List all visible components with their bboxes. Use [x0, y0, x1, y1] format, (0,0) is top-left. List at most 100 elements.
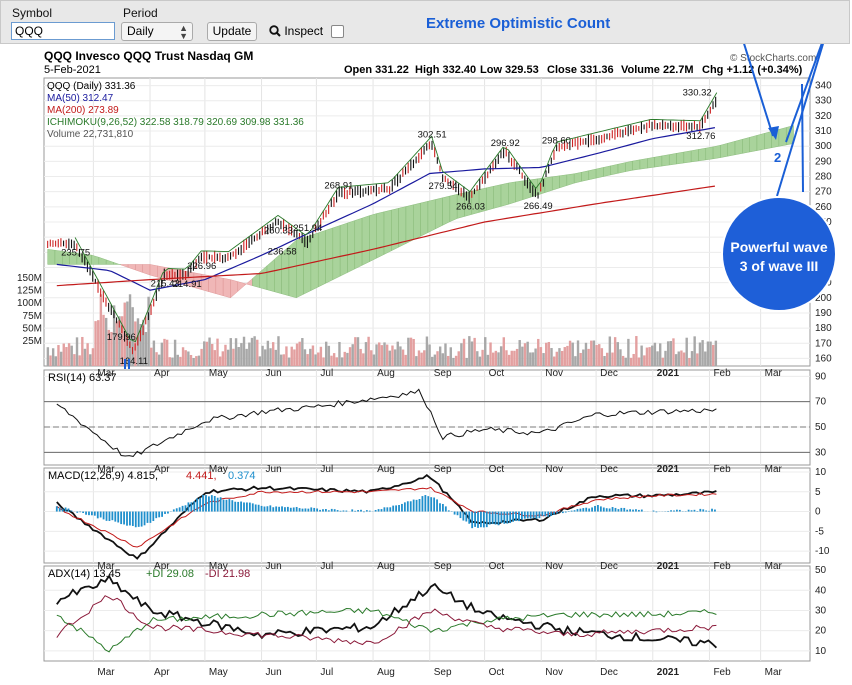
macd-histogram-bar	[626, 509, 629, 512]
volume-bar	[706, 341, 710, 366]
price-legend: QQQ (Daily) 331.36 MA(50) 312.47 MA(200)…	[47, 81, 304, 140]
macd-histogram-bar	[67, 508, 70, 512]
volume-bar	[91, 348, 95, 366]
macd-histogram-bar	[307, 508, 310, 512]
cloud-segment	[720, 142, 728, 158]
macd-histogram-bar	[444, 506, 447, 512]
volume-bar	[462, 338, 466, 366]
macd-histogram-bar	[187, 502, 190, 512]
macd-histogram-bar	[172, 509, 175, 512]
update-button[interactable]: Update	[207, 22, 257, 41]
volume-bar	[396, 341, 399, 366]
y-tick-label: 160	[815, 353, 832, 364]
volume-bar	[674, 354, 678, 366]
macd-histogram-bar	[608, 508, 611, 512]
y-tick-label: -10	[815, 546, 830, 557]
macd-histogram-bar	[676, 509, 678, 512]
inspect-checkbox[interactable]	[331, 25, 344, 38]
macd-histogram-bar	[64, 507, 67, 512]
x-tick-label: Mar	[765, 368, 783, 379]
macd-histogram-bar	[591, 507, 593, 512]
price-label: 302.51	[418, 129, 447, 140]
volume-bar	[54, 356, 58, 366]
price-label: 226.96	[187, 261, 216, 272]
macd-histogram-bar	[257, 504, 260, 512]
y-tick-label: 0	[815, 507, 821, 518]
x-tick-label: Jun	[266, 667, 282, 678]
x-tick-label: May	[209, 464, 228, 475]
macd-histogram-bar	[696, 511, 699, 512]
volume-bar	[481, 349, 484, 366]
volume-bar	[688, 357, 691, 366]
symbol-input[interactable]	[11, 22, 115, 40]
x-tick-label: 2021	[657, 464, 680, 475]
volume-bar	[505, 350, 508, 366]
cloud-segment	[625, 160, 633, 172]
x-tick-label: Apr	[154, 368, 170, 379]
x-tick-label: Sep	[434, 368, 452, 379]
x-tick-label: Jul	[320, 667, 333, 678]
volume-bar	[592, 340, 596, 366]
volume-bar	[269, 348, 272, 366]
volume-bar	[552, 356, 556, 366]
macd-histogram-bar	[310, 507, 313, 512]
macd-histogram-bar	[538, 511, 541, 519]
macd-histogram-bar	[392, 505, 395, 512]
volume-bar	[237, 347, 240, 366]
volume-bar	[446, 355, 450, 366]
x-tick-label: 2021	[657, 368, 680, 379]
macd-histogram-bar	[193, 501, 196, 512]
volume-bar	[155, 352, 158, 366]
x-tick-label: Nov	[545, 667, 563, 678]
price-label: 266.49	[524, 201, 553, 212]
macd-histogram-bar	[164, 511, 166, 514]
cloud-segment	[47, 249, 56, 265]
x-tick-label: Jul	[320, 464, 333, 475]
y-tick-label: 280	[815, 172, 832, 183]
cloud-segment	[354, 217, 363, 270]
volume-bar	[420, 352, 423, 366]
macd-histogram-bar	[278, 506, 281, 512]
y-tick-label: 190	[815, 308, 832, 319]
volume-bar	[75, 337, 79, 366]
macd-histogram-bar	[126, 511, 128, 526]
macd-histogram-bar	[289, 507, 292, 512]
volume-bar	[277, 336, 280, 366]
volume-bar	[653, 342, 657, 366]
volume-bar	[234, 338, 238, 366]
volume-bar	[322, 357, 325, 366]
volume-bar	[391, 345, 394, 366]
period-select[interactable]: Daily ▲ ▼	[121, 22, 193, 41]
macd-histogram-bar	[614, 507, 617, 512]
macd-histogram-bar	[602, 507, 605, 512]
macd-histogram-bar	[246, 502, 248, 512]
volume-bar	[529, 352, 532, 366]
volume-bar	[163, 338, 166, 366]
macd-histogram-bar	[705, 510, 708, 512]
volume-bar	[550, 348, 553, 366]
volume-bar	[425, 336, 429, 366]
macd-histogram-bar	[240, 501, 242, 512]
cloud-segment	[661, 154, 670, 167]
macd-histogram-bar	[263, 506, 266, 512]
toolbar: Symbol Period Daily ▲▼ Update Inspect Ex…	[0, 0, 850, 44]
volume-bar	[192, 357, 195, 366]
volume-bar	[645, 347, 649, 366]
ohlc-high: High 332.40	[415, 64, 476, 76]
cloud-segment	[632, 159, 641, 171]
volume-bar	[303, 349, 307, 366]
x-tick-label: Dec	[600, 561, 618, 572]
cloud-segment	[442, 195, 451, 226]
macd-histogram-bar	[248, 502, 251, 512]
cloud-segment	[127, 264, 136, 271]
cloud-segment	[135, 264, 143, 273]
macd-histogram-bar	[474, 511, 476, 527]
volume-bar	[513, 350, 516, 366]
cloud-segment	[332, 225, 341, 281]
macd-histogram-bar	[468, 511, 471, 524]
ma200-line	[56, 185, 715, 287]
macd-histogram-bar	[231, 500, 234, 512]
rsi-panel	[43, 369, 811, 466]
inspect-control[interactable]: Inspect	[269, 24, 323, 38]
macd-histogram-bar	[137, 511, 140, 527]
